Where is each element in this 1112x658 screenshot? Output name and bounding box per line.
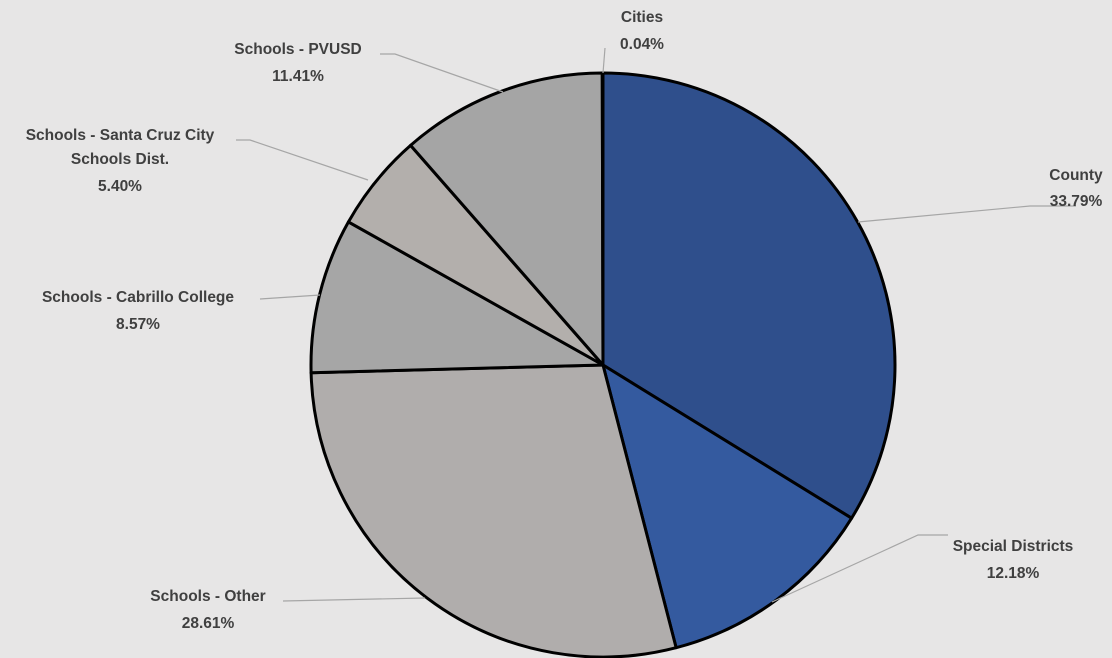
data-label-value-schools-cabrillo-college: 8.57% xyxy=(116,316,160,333)
labels-layer: County 33.79% Special Districts 12.18% Schoo… xyxy=(26,9,1103,632)
leader-line-cities xyxy=(602,47,606,74)
data-label-name-special-districts: Special Districts xyxy=(953,538,1074,555)
pie-slice-cities xyxy=(600,71,605,367)
data-label-name-schools-santa-cruz-city-schools-dist-1: Schools - Santa Cruz City xyxy=(26,127,215,144)
data-label-name-schools-santa-cruz-city-schools-dist-2: Schools Dist. xyxy=(71,151,169,168)
slices-layer xyxy=(309,71,897,658)
leader-line-schools-other xyxy=(282,597,426,602)
leader-lines-layer xyxy=(236,47,1076,603)
data-label-value-special-districts: 12.18% xyxy=(987,565,1040,582)
data-label-value-cities: 0.04% xyxy=(620,36,664,53)
pie-slice-schools-pvusd xyxy=(409,71,605,367)
leader-line-schools-pvusd xyxy=(380,53,504,93)
data-label-value-schools-pvusd: 11.41% xyxy=(272,68,324,85)
data-label-name-cities: Cities xyxy=(621,9,663,26)
leader-line-schools-cabrillo-college xyxy=(259,294,321,300)
data-label-name-schools-cabrillo-college: Schools - Cabrillo College xyxy=(42,289,234,306)
data-label-name-schools-pvusd: Schools - PVUSD xyxy=(234,41,361,58)
data-label-name-county: County xyxy=(1049,167,1103,184)
data-label-name-schools-other: Schools - Other xyxy=(150,588,265,605)
pie-slice-schools-other xyxy=(309,363,678,658)
leader-line-schools-santa-cruz-city-schools-dist xyxy=(236,139,369,181)
leader-line-special-districts xyxy=(771,534,948,603)
data-label-value-county: 33.79% xyxy=(1050,193,1103,210)
pie-slice-county xyxy=(601,71,897,520)
data-label-value-schools-santa-cruz-city-schools-dist: 5.40% xyxy=(98,178,142,195)
leader-line-county xyxy=(857,205,1076,223)
data-label-value-schools-other: 28.61% xyxy=(182,615,235,632)
